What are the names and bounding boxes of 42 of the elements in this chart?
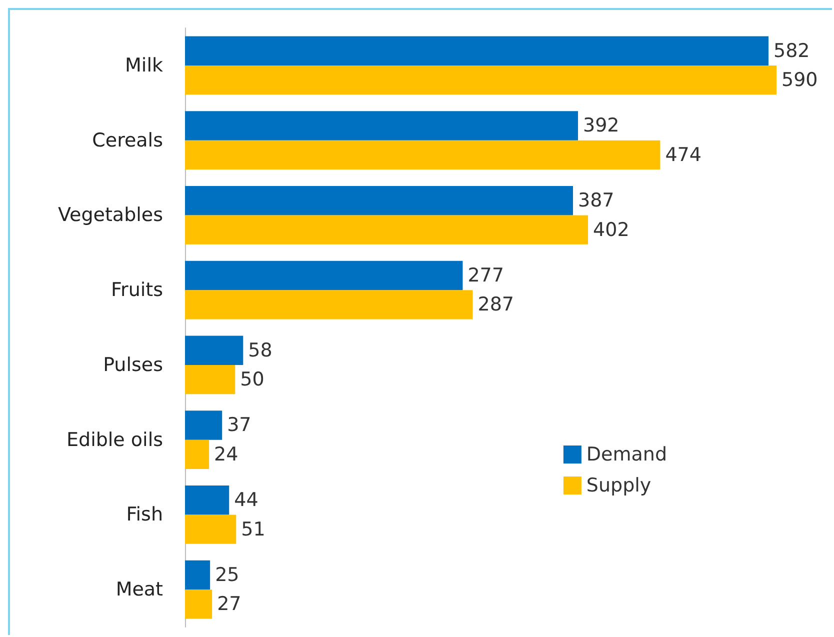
- data-label: 50: [240, 368, 264, 391]
- bar: [185, 485, 230, 515]
- data-label: 590: [782, 69, 818, 92]
- data-label: 58: [248, 339, 272, 362]
- bar: [185, 560, 210, 590]
- y-tick-label: Milk: [125, 54, 163, 76]
- y-tick-label: Vegetables: [58, 204, 163, 226]
- y-tick-label: Cereals: [92, 129, 163, 152]
- y-tick-label: Fish: [126, 504, 163, 526]
- y-tick-label: Pulses: [103, 354, 163, 376]
- data-label: 44: [234, 489, 258, 512]
- y-tick-label: Meat: [116, 578, 163, 601]
- legend-label: Demand: [586, 444, 668, 466]
- data-label: 392: [583, 114, 620, 137]
- data-label: 474: [665, 144, 702, 166]
- bar: [185, 186, 573, 216]
- data-label: 402: [593, 218, 630, 241]
- legend-label: Supply: [586, 474, 652, 496]
- data-label: 37: [227, 414, 252, 436]
- bar: [185, 65, 777, 95]
- data-label: 51: [241, 518, 266, 540]
- data-label: 387: [578, 190, 614, 212]
- data-label: 582: [773, 40, 810, 62]
- y-tick-label: Fruits: [110, 279, 163, 302]
- bar: [185, 36, 768, 66]
- y-tick-label: Edible oils: [66, 428, 163, 451]
- data-label: 27: [217, 593, 242, 616]
- data-label: 24: [214, 443, 238, 466]
- bar: [185, 260, 463, 290]
- data-label: 287: [478, 294, 514, 316]
- bar: [185, 336, 244, 365]
- bar: [185, 215, 588, 244]
- bar: [185, 140, 660, 170]
- data-label: 277: [468, 264, 504, 286]
- bar: [185, 290, 473, 320]
- data-label: 25: [215, 564, 240, 586]
- bar: [185, 364, 236, 394]
- bar: [185, 590, 212, 619]
- bar: [185, 111, 578, 140]
- bar: [185, 514, 236, 544]
- bar: [185, 410, 222, 440]
- bar: [185, 440, 210, 470]
